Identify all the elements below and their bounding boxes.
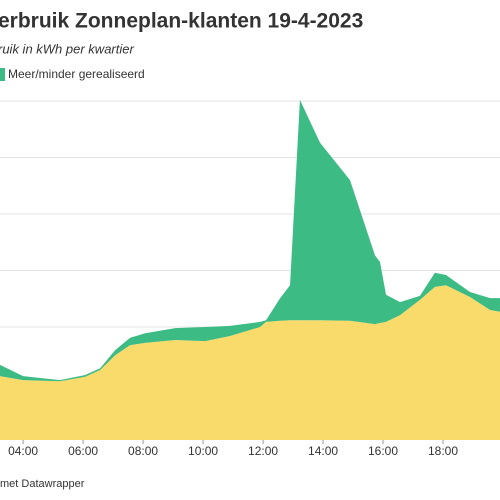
x-tick-label: 12:00 (248, 444, 278, 458)
chart-footer: met Datawrapper (0, 478, 85, 490)
chart-title: erbruik Zonneplan-klanten 19-4-2023 (0, 10, 363, 33)
x-tick-label: 08:00 (128, 444, 158, 458)
legend-swatch (0, 68, 5, 81)
x-tick-label: 04:00 (8, 444, 38, 458)
area (0, 99, 500, 382)
x-tick-label: 18:00 (428, 444, 458, 458)
x-tick-label: 16:00 (368, 444, 398, 458)
area (0, 285, 500, 440)
chart-subtitle: ruik in kWh per kwartier (0, 41, 134, 56)
x-tick-label: 14:00 (308, 444, 338, 458)
legend-label: Meer/minder gerealiseerd (8, 67, 145, 81)
x-tick-label: 06:00 (68, 444, 98, 458)
x-tick-label: 10:00 (188, 444, 218, 458)
